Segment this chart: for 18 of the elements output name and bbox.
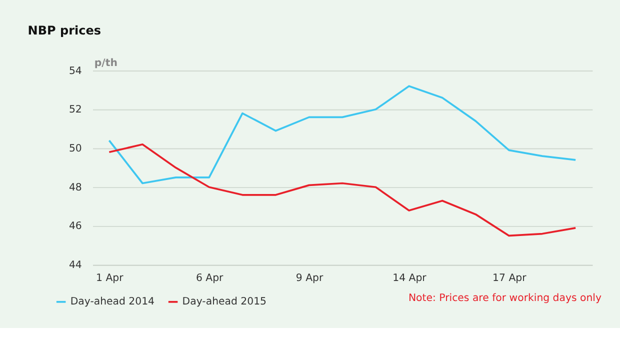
chart-title: NBP prices: [28, 23, 102, 38]
text: Note: Prices are for working days only: [408, 292, 602, 304]
legend-label: Day-ahead 2014: [70, 296, 155, 308]
line-series: [108, 85, 577, 184]
x-tick-label: 6 Apr: [196, 273, 224, 284]
legend-label: Day-ahead 2015: [182, 296, 266, 308]
y-tick-label: 44: [68, 260, 82, 272]
line-series: [108, 143, 577, 237]
y-tick-label: 52: [68, 104, 82, 116]
y-axis-title: p/th: [94, 58, 118, 69]
y-tick-label: 54: [68, 66, 82, 77]
x-tick-label: 9 Apr: [296, 273, 324, 284]
y-tick-label: 50: [68, 144, 82, 155]
x-tick-label: 17 Apr: [492, 273, 528, 284]
y-tick-label: 46: [68, 221, 82, 232]
x-tick-label: 14 Apr: [392, 273, 428, 284]
x-tick-label: 1 Apr: [96, 273, 124, 284]
y-tick-label: 48: [68, 182, 82, 194]
